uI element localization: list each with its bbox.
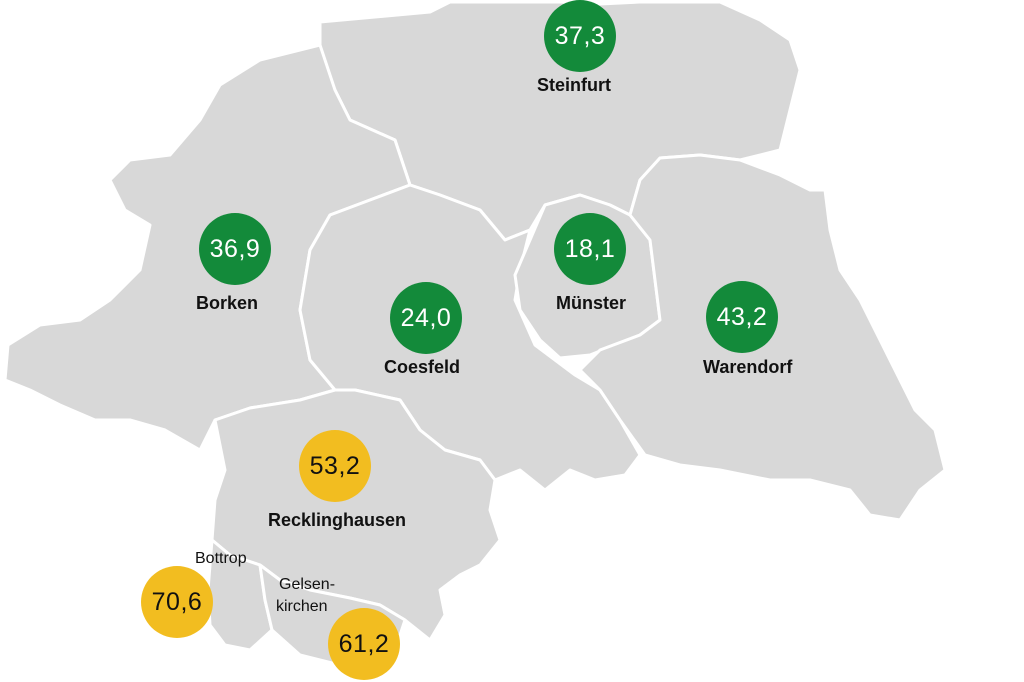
district-label-bottrop: Bottrop <box>195 550 247 567</box>
district-label-gelsenkirchen-line1: Gelsen- <box>279 576 336 593</box>
incidence-badge-bottrop: 70,6 <box>141 566 213 638</box>
district-label-steinfurt: Steinfurt <box>537 75 611 95</box>
incidence-badge-steinfurt: 37,3 <box>544 0 616 72</box>
district-label-coesfeld: Coesfeld <box>384 357 461 377</box>
incidence-badge-borken: 36,9 <box>199 213 271 285</box>
incidence-badge-warendorf: 43,2 <box>706 281 778 353</box>
incidence-badge-muenster: 18,1 <box>554 213 626 285</box>
district-label-recklinghausen: Recklinghausen <box>268 510 407 530</box>
district-label-warendorf: Warendorf <box>703 357 793 377</box>
district-label-gelsenkirchen-line2: kirchen <box>276 598 328 615</box>
incidence-badge-coesfeld: 24,0 <box>390 282 462 354</box>
incidence-badge-recklinghausen: 53,2 <box>299 430 371 502</box>
district-label-borken: Borken <box>196 293 259 313</box>
incidence-badge-gelsenkirchen: 61,2 <box>328 608 400 680</box>
district-label-muenster: Münster <box>556 293 627 313</box>
